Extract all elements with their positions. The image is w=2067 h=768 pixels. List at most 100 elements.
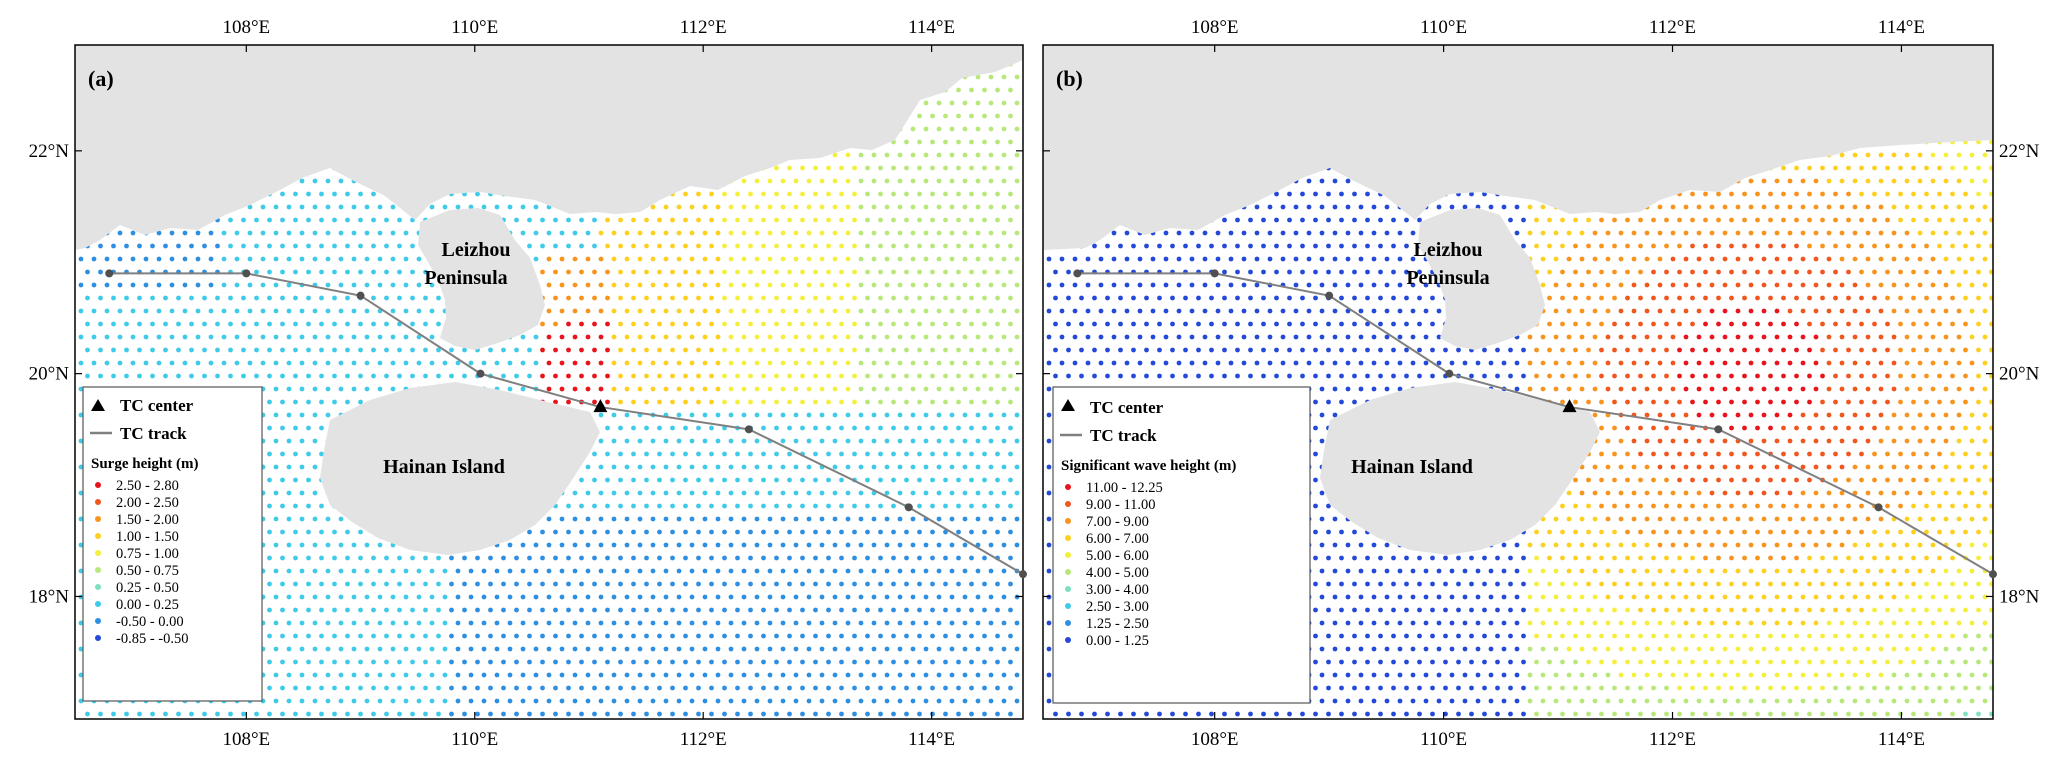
- node-point: [124, 295, 129, 301]
- node-point: [1742, 243, 1747, 249]
- node-point: [566, 711, 571, 717]
- node-point: [507, 698, 513, 704]
- node-point: [592, 529, 597, 535]
- node-point: [657, 711, 662, 717]
- node-point: [527, 243, 532, 249]
- node-point: [429, 594, 435, 600]
- node-point: [358, 321, 363, 327]
- node-point: [208, 360, 214, 366]
- node-point: [852, 243, 857, 249]
- node-point: [663, 542, 669, 548]
- node-point: [670, 399, 675, 405]
- node-point: [247, 360, 253, 366]
- node-point: [540, 711, 545, 717]
- node-point: [572, 672, 578, 678]
- node-point: [553, 555, 558, 561]
- node-point: [982, 659, 987, 665]
- node-point: [1501, 204, 1507, 210]
- node-point: [260, 256, 266, 262]
- node-point: [767, 568, 773, 574]
- node-point: [1319, 230, 1325, 236]
- node-point: [800, 373, 805, 379]
- node-point: [884, 360, 890, 366]
- node-point: [221, 334, 227, 340]
- node-point: [553, 581, 558, 587]
- node-point: [98, 269, 103, 275]
- node-point: [995, 477, 1000, 483]
- node-point: [663, 672, 669, 678]
- node-point: [299, 490, 305, 496]
- node-point: [364, 230, 370, 236]
- node-point: [904, 399, 909, 405]
- node-point: [995, 217, 1000, 223]
- node-point: [1014, 308, 1020, 314]
- node-point: [325, 178, 331, 184]
- node-point: [904, 581, 909, 587]
- node-point: [1943, 178, 1949, 184]
- node-point: [312, 516, 318, 522]
- node-point: [995, 711, 1000, 717]
- node-point: [832, 516, 838, 522]
- node-point: [988, 516, 994, 522]
- node-point: [1001, 386, 1007, 392]
- node-point: [520, 542, 526, 548]
- node-point: [930, 425, 935, 431]
- node-point: [917, 243, 922, 249]
- node-point: [800, 217, 805, 223]
- node-point: [709, 581, 714, 587]
- node-point: [1248, 217, 1253, 223]
- node-point: [1008, 425, 1013, 431]
- node-point: [735, 711, 740, 717]
- node-point: [949, 698, 955, 704]
- node-point: [332, 555, 337, 561]
- node-point: [871, 698, 877, 704]
- node-point: [410, 295, 415, 301]
- node-point: [98, 321, 103, 327]
- node-point: [949, 178, 955, 184]
- legend-item-swatch: [95, 618, 101, 624]
- node-point: [1189, 230, 1195, 236]
- node-point: [735, 373, 740, 379]
- node-point: [1358, 230, 1364, 236]
- node-point: [1826, 230, 1832, 236]
- node-point: [572, 230, 578, 236]
- node-point: [520, 386, 526, 392]
- node-point: [598, 256, 604, 262]
- node-point: [871, 620, 877, 626]
- node-point: [293, 347, 298, 353]
- node-point: [631, 607, 636, 613]
- node-point: [273, 464, 279, 470]
- node-point: [871, 464, 877, 470]
- node-point: [345, 711, 350, 717]
- node-point: [1930, 152, 1936, 158]
- node-point: [416, 646, 422, 652]
- node-point: [416, 568, 422, 574]
- node-point: [618, 295, 623, 301]
- node-point: [832, 360, 838, 366]
- node-point: [403, 360, 409, 366]
- node-point: [1969, 152, 1975, 158]
- node-point: [663, 516, 669, 522]
- node-point: [644, 399, 649, 405]
- node-point: [793, 620, 799, 626]
- node-point: [845, 256, 851, 262]
- node-point: [748, 191, 753, 197]
- node-point: [182, 360, 188, 366]
- node-point: [657, 477, 662, 483]
- node-point: [358, 191, 363, 197]
- node-point: [845, 412, 851, 418]
- node-point: [982, 243, 987, 249]
- node-point: [195, 334, 201, 340]
- node-point: [787, 399, 792, 405]
- node-point: [1514, 230, 1520, 236]
- node-point: [559, 334, 565, 340]
- node-point: [572, 516, 578, 522]
- node-point: [878, 451, 883, 457]
- node-point: [878, 659, 883, 665]
- node-point: [78, 698, 84, 704]
- node-point: [598, 464, 604, 470]
- node-point: [806, 490, 812, 496]
- node-point: [1982, 204, 1988, 210]
- node-point: [884, 152, 890, 158]
- node-point: [312, 412, 318, 418]
